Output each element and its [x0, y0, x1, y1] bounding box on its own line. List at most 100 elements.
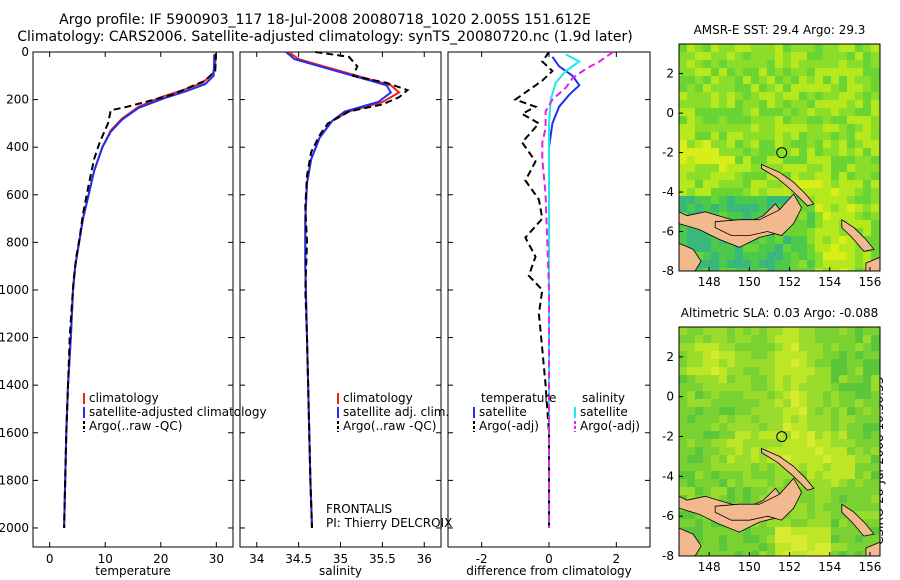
sst_map-cell: [727, 68, 735, 76]
sla_map-cell: [719, 439, 727, 447]
sla_map-cell: [759, 471, 767, 479]
sla_map-cell: [831, 471, 839, 479]
sla_map-cell: [831, 391, 839, 399]
sla_map-cell: [823, 359, 831, 367]
sla_map-cell: [679, 455, 687, 463]
sst_map-cell: [863, 180, 871, 188]
sla_map-cell: [687, 367, 695, 375]
sla_map-cell: [831, 327, 839, 335]
sla_map-cell: [847, 487, 855, 495]
sla_map-cell: [679, 407, 687, 415]
sst_map-ytick-label: 0: [666, 106, 674, 120]
sla_map-cell: [703, 463, 711, 471]
sla_map-cell: [839, 399, 847, 407]
sst_map-cell: [831, 204, 839, 212]
sst_map-cell: [711, 260, 719, 268]
sst_map-cell: [839, 172, 847, 180]
sst_map-cell: [775, 76, 783, 84]
sst_map-cell: [679, 156, 687, 164]
sst_map-cell: [839, 164, 847, 172]
sla_map-cell: [815, 463, 823, 471]
sla_map-cell: [839, 471, 847, 479]
sst_map-cell: [751, 100, 759, 108]
sla_map-cell: [775, 399, 783, 407]
sst_map-cell: [831, 156, 839, 164]
sla_map-cell: [863, 519, 871, 527]
sla_map-cell: [823, 351, 831, 359]
sst_map-cell: [807, 148, 815, 156]
sla_map-cell: [687, 487, 695, 495]
sla_map-cell: [855, 423, 863, 431]
sla_map-cell: [799, 351, 807, 359]
sla_map-cell: [791, 399, 799, 407]
sst_map-cell: [751, 268, 759, 271]
sla_map-cell: [839, 359, 847, 367]
temperature-ytick-label: 0: [21, 45, 29, 59]
sla_map-cell: [823, 543, 831, 551]
sst_map-cell: [823, 132, 831, 140]
sst_map-cell: [695, 196, 703, 204]
sla_map-cell: [871, 343, 879, 351]
sla_map-cell: [807, 423, 815, 431]
sla_map-cell: [775, 431, 783, 439]
sst_map-cell: [855, 212, 863, 220]
sla_map-cell: [751, 407, 759, 415]
sst_map-cell: [703, 76, 711, 84]
sla_map-cell: [783, 351, 791, 359]
sst_map-cell: [711, 244, 719, 252]
sst_map-cell: [839, 148, 847, 156]
sla_map-cell: [711, 479, 719, 487]
sla_map-cell: [807, 415, 815, 423]
sst_map-cell: [751, 44, 759, 52]
sla_map-cell: [679, 367, 687, 375]
sla_map-cell: [735, 479, 743, 487]
sst_map-cell: [839, 140, 847, 148]
sla_map-cell: [735, 551, 743, 556]
sla_map-cell: [711, 407, 719, 415]
sst_map-cell: [727, 156, 735, 164]
sla_map-cell: [791, 463, 799, 471]
sla_map-cell: [823, 383, 831, 391]
sla_map-cell: [735, 439, 743, 447]
sla_map-cell: [791, 375, 799, 383]
sla_map-cell: [735, 391, 743, 399]
sst_map-ytick-label: -6: [662, 225, 674, 239]
sst_map-cell: [807, 180, 815, 188]
sla_map-cell: [767, 423, 775, 431]
sst_map-cell: [831, 164, 839, 172]
sst_map-cell: [767, 52, 775, 60]
sst_map-cell: [719, 92, 727, 100]
sla_map-cell: [783, 343, 791, 351]
sst_map-cell: [679, 140, 687, 148]
sla_map-cell: [847, 359, 855, 367]
sst_map-cell: [847, 164, 855, 172]
sst_map-cell: [687, 156, 695, 164]
sst_map-cell: [775, 148, 783, 156]
sla_map-cell: [695, 527, 703, 535]
sla_map-cell: [839, 495, 847, 503]
sst_map-cell: [823, 68, 831, 76]
sla_map-cell: [687, 391, 695, 399]
sla_map-cell: [791, 527, 799, 535]
sst_map-ytick-label: -2: [662, 146, 674, 160]
sst_map-cell: [711, 188, 719, 196]
sla_map-cell: [807, 327, 815, 335]
sla_map-cell: [783, 471, 791, 479]
sla_map-cell: [791, 391, 799, 399]
sla_map-cell: [695, 431, 703, 439]
sst_map-cell: [679, 172, 687, 180]
sst_map-cell: [855, 204, 863, 212]
sla_map-cell: [831, 535, 839, 543]
sst_map-cell: [703, 204, 711, 212]
sst_map-cell: [687, 84, 695, 92]
sla_map-cell: [679, 335, 687, 343]
sla_map-cell: [743, 535, 751, 543]
sla_map-cell: [863, 511, 871, 519]
sst_map-cell: [727, 172, 735, 180]
sla_map-cell: [679, 447, 687, 455]
sst_map-cell: [735, 188, 743, 196]
sst_map-cell: [719, 52, 727, 60]
sst_map-cell: [855, 76, 863, 84]
sst_map-cell: [871, 252, 879, 260]
sst_map-cell: [679, 204, 687, 212]
